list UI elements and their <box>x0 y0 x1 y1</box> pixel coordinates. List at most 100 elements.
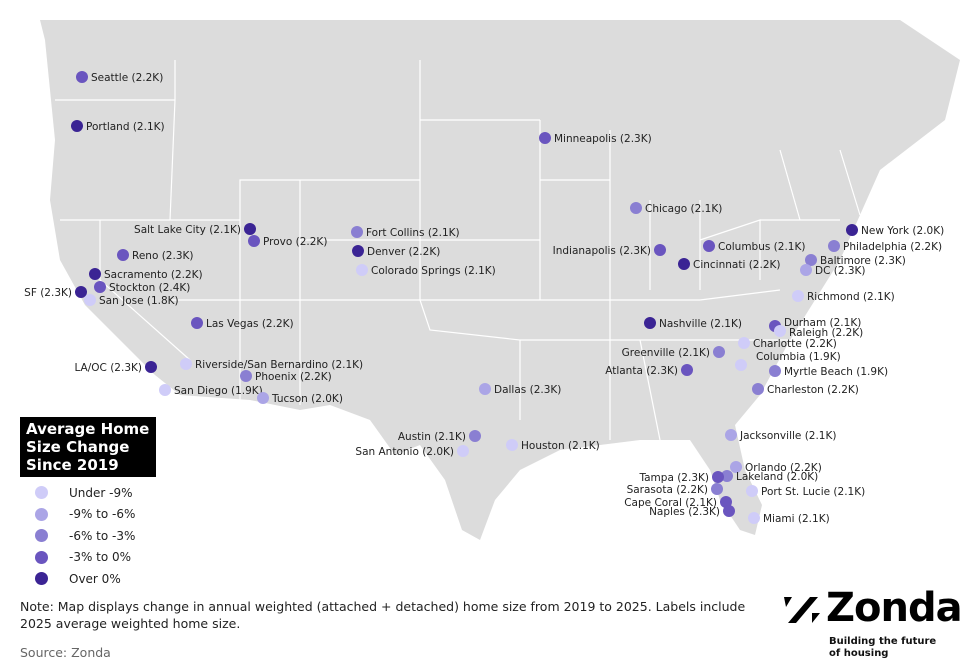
legend-label: -6% to -3% <box>69 528 136 543</box>
logo-tagline: Building the future of housing <box>829 636 937 659</box>
city-dot <box>654 244 666 256</box>
city-label: Colorado Springs (2.1K) <box>371 265 496 277</box>
city-marker: Reno (2.3K) <box>117 249 193 262</box>
city-label: Greenville (2.1K) <box>622 347 710 359</box>
city-dot <box>84 294 96 306</box>
city-dot <box>469 430 481 442</box>
legend-label: Over 0% <box>69 571 121 586</box>
city-marker: Austin (2.1K) <box>398 430 481 443</box>
city-marker: Fort Collins (2.1K) <box>351 226 460 239</box>
city-label: Durham (2.1K) <box>784 317 861 329</box>
city-marker: Sacramento (2.2K) <box>89 268 203 281</box>
city-marker: San Jose (1.8K) <box>84 294 179 307</box>
city-label: Lakeland (2.0K) <box>736 471 818 483</box>
city-markers: Seattle (2.2K) Portland (2.1K) SF (2.3K) Sa… <box>24 71 944 525</box>
city-label: Raleigh (2.2K) <box>789 327 863 339</box>
city-marker: Jacksonville (2.1K) <box>725 429 836 442</box>
city-dot <box>713 346 725 358</box>
city-dot <box>712 471 724 483</box>
city-marker: Charlotte (2.2K) <box>738 337 837 350</box>
city-marker: Lakeland (2.0K) <box>721 470 818 483</box>
city-dot <box>681 364 693 376</box>
city-dot <box>191 317 203 329</box>
legend-swatch <box>35 529 48 543</box>
city-dot <box>630 202 642 214</box>
city-label: Reno (2.3K) <box>132 250 193 262</box>
city-label: Columbus (2.1K) <box>718 241 805 253</box>
legend-swatch <box>35 486 48 500</box>
city-marker: Denver (2.2K) <box>352 245 440 258</box>
legend-label: -3% to 0% <box>69 550 132 565</box>
city-dot <box>725 429 737 441</box>
city-label: Portland (2.1K) <box>86 121 165 133</box>
city-label: Riverside/San Bernardino (2.1K) <box>195 359 363 371</box>
city-marker: Baltimore (2.3K) <box>805 254 906 267</box>
city-dot <box>89 268 101 280</box>
city-marker: Charleston (2.2K) <box>752 383 859 396</box>
city-marker: San Antonio (2.0K) <box>355 445 469 458</box>
city-marker: Phoenix (2.2K) <box>240 370 332 383</box>
city-marker: Orlando (2.2K) <box>730 461 822 474</box>
map-note: Note: Map displays change in annual weig… <box>20 599 746 631</box>
city-dot <box>792 290 804 302</box>
city-label: Sarasota (2.2K) <box>627 484 708 496</box>
city-label: Myrtle Beach (1.9K) <box>784 366 888 378</box>
city-label: Richmond (2.1K) <box>807 291 895 303</box>
city-dot <box>244 223 256 235</box>
legend-item: Under -9% <box>20 482 156 504</box>
city-label: SF (2.3K) <box>24 287 72 299</box>
city-dot <box>94 281 106 293</box>
city-label: Tampa (2.3K) <box>638 472 709 484</box>
city-dot <box>723 505 735 517</box>
city-dot <box>774 325 786 337</box>
city-dot <box>846 224 858 236</box>
city-marker: Port St. Lucie (2.1K) <box>746 485 865 498</box>
city-label: Las Vegas (2.2K) <box>206 318 294 330</box>
city-label: Philadelphia (2.2K) <box>843 241 942 253</box>
city-label: Chicago (2.1K) <box>645 203 722 215</box>
city-marker: Columbus (2.1K) <box>703 240 805 253</box>
city-marker: Miami (2.1K) <box>748 512 830 525</box>
city-label: Stockton (2.4K) <box>109 282 190 294</box>
city-dot <box>457 445 469 457</box>
city-label: Naples (2.3K) <box>649 506 720 518</box>
legend-label: -9% to -6% <box>69 507 136 522</box>
city-dot <box>752 383 764 395</box>
city-marker: Riverside/San Bernardino (2.1K) <box>180 358 363 371</box>
city-label: Phoenix (2.2K) <box>255 371 332 383</box>
logo-wordmark: Zonda <box>826 585 963 631</box>
city-dot <box>746 485 758 497</box>
city-dot <box>240 370 252 382</box>
city-label: Nashville (2.1K) <box>659 318 742 330</box>
source-text: Source: Zonda <box>20 645 111 660</box>
city-dot <box>75 286 87 298</box>
city-label: San Jose (1.8K) <box>99 295 179 307</box>
city-marker: Houston (2.1K) <box>506 439 600 452</box>
city-dot <box>71 120 83 132</box>
city-marker: Tucson (2.0K) <box>257 392 343 405</box>
legend-item: -6% to -3% <box>20 525 156 547</box>
zonda-logo: Zonda Building the future of housing <box>782 585 963 659</box>
state-borders <box>55 60 861 441</box>
city-dot <box>356 264 368 276</box>
city-marker: Sarasota (2.2K) <box>627 483 723 496</box>
city-dot <box>828 240 840 252</box>
legend-swatch <box>35 507 48 521</box>
city-label: San Diego (1.9K) <box>174 385 263 397</box>
city-dot <box>479 383 491 395</box>
city-dot <box>703 240 715 252</box>
city-label: Austin (2.1K) <box>398 431 466 443</box>
city-marker: New York (2.0K) <box>846 224 944 237</box>
city-dot <box>800 264 812 276</box>
city-marker: Greenville (2.1K) <box>622 346 725 359</box>
city-marker: Las Vegas (2.2K) <box>191 317 294 330</box>
city-marker: Nashville (2.1K) <box>644 317 742 330</box>
city-marker: DC (2.3K) <box>800 264 866 277</box>
city-label: Cincinnati (2.2K) <box>693 259 781 271</box>
city-dot <box>351 226 363 238</box>
legend-item: Over 0% <box>20 568 156 590</box>
city-label: Minneapolis (2.3K) <box>554 133 652 145</box>
city-marker: Indianapolis (2.3K) <box>553 244 666 257</box>
city-label: Tucson (2.0K) <box>271 393 343 405</box>
